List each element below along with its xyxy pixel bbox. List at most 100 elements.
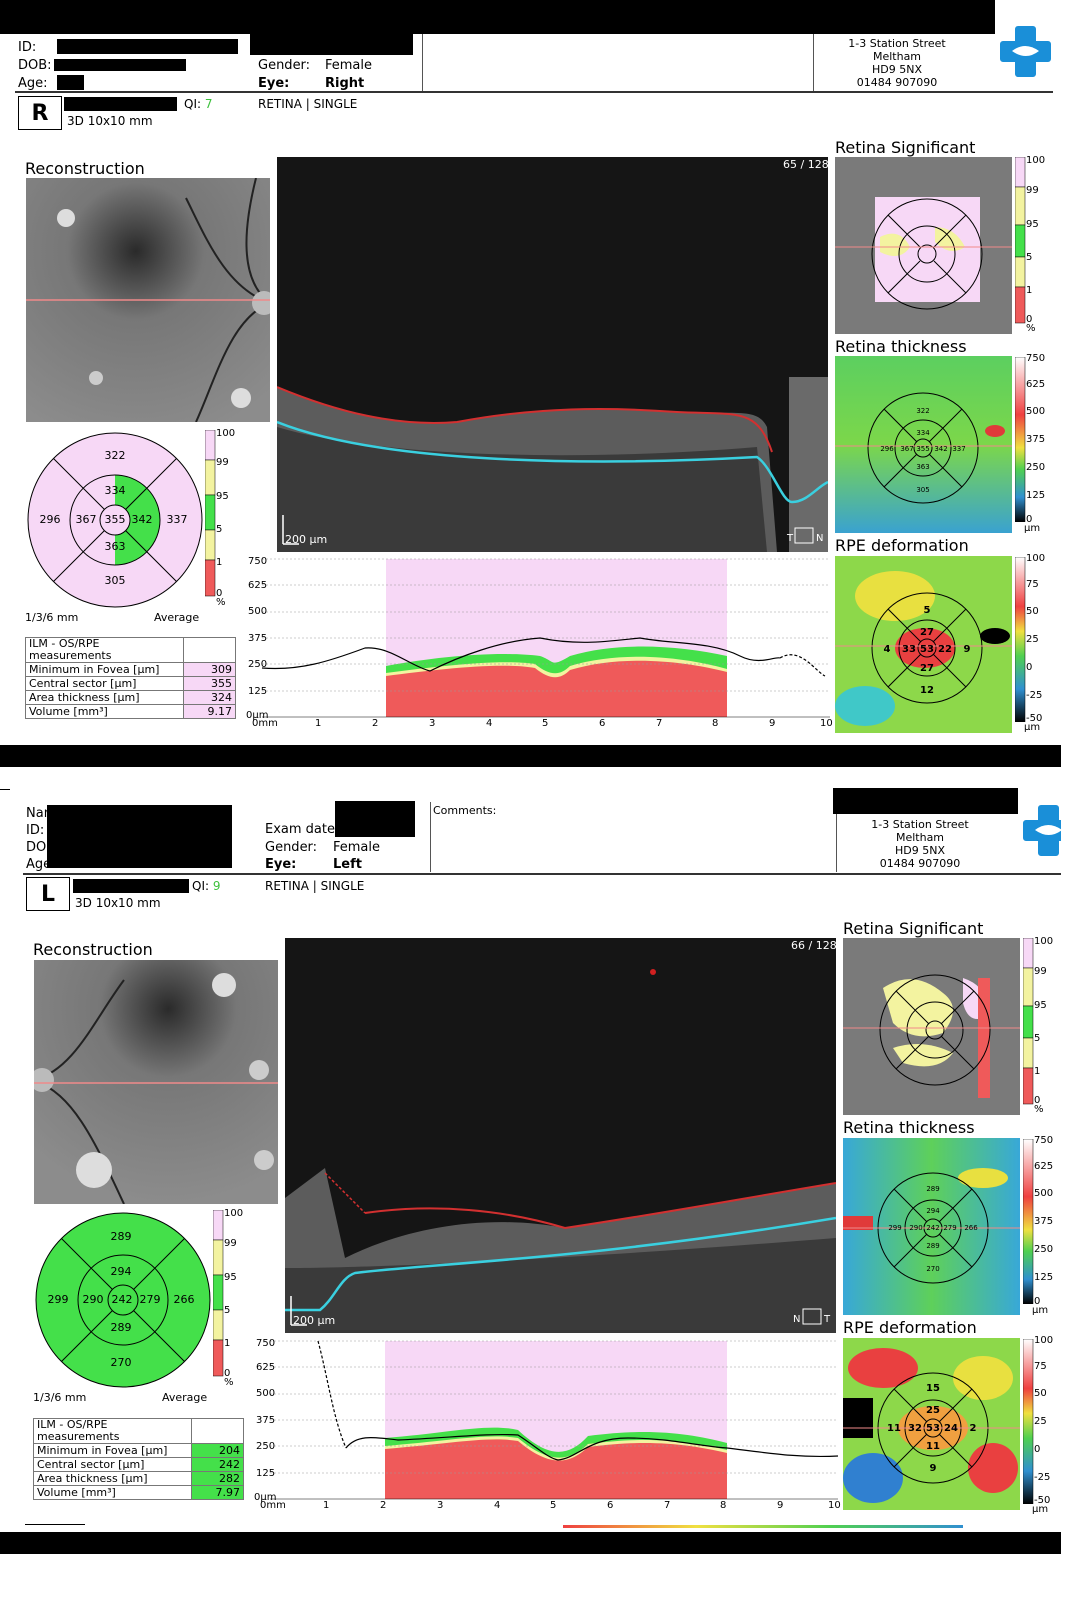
measurements-table: ILM - OS/RPE measurements Minimum in Fov… bbox=[33, 1418, 244, 1500]
scale-label: 100 bbox=[1034, 936, 1054, 947]
table-row: Volume [mm³] 9.17 bbox=[25, 704, 236, 719]
rpe-outer-top: 15 bbox=[926, 1383, 940, 1394]
exam-date-label: Exam date: bbox=[265, 822, 340, 837]
significance-scale bbox=[1023, 938, 1034, 1105]
axis-tick: 0mm bbox=[252, 718, 278, 729]
map-outer-top: 289 bbox=[926, 1185, 939, 1193]
scale-label: -25 bbox=[1034, 1472, 1051, 1483]
scale-label: 25 bbox=[1034, 1416, 1047, 1427]
sector-inner-left: 367 bbox=[76, 513, 97, 526]
axis-tick: 5 bbox=[550, 1500, 557, 1511]
significance-scale bbox=[205, 430, 216, 597]
rpe-deformation-map: 15 25 11 32 53 24 2 11 9 bbox=[843, 1338, 1020, 1510]
address-line: 1-3 Station Street bbox=[848, 37, 946, 50]
etdrs-thickness-grid: 289 299 266 270 294 290 279 289 242 bbox=[35, 1212, 211, 1388]
scale-label: 0 bbox=[1026, 514, 1033, 525]
thickness-profile-plot bbox=[261, 558, 830, 718]
scale-label: 375 bbox=[1026, 434, 1046, 445]
axis-tick: 250 bbox=[256, 1441, 276, 1452]
redacted-id bbox=[57, 39, 238, 54]
rpe-deformation-title: RPE deformation bbox=[843, 1318, 977, 1337]
scale-label: 95 bbox=[224, 1272, 237, 1283]
sector-inner-right: 342 bbox=[132, 513, 153, 526]
map-inner-bottom: 289 bbox=[926, 1242, 939, 1250]
measurement-label: Area thickness [µm] bbox=[33, 1471, 192, 1486]
rpe-scale bbox=[1023, 1339, 1034, 1504]
eye-label: Eye: bbox=[265, 857, 297, 872]
retina-thickness-title: Retina thickness bbox=[843, 1118, 975, 1137]
thickness-scale bbox=[1015, 357, 1026, 522]
sector-outer-right: 337 bbox=[167, 513, 188, 526]
eye-letter-box: R bbox=[18, 96, 62, 130]
scale-label: 0 bbox=[1026, 314, 1033, 325]
measurement-label: Volume [mm³] bbox=[33, 1485, 192, 1500]
header-divider bbox=[813, 34, 814, 92]
qi-text: QI: bbox=[184, 97, 202, 111]
map-inner-left: 367 bbox=[900, 445, 913, 453]
top-redaction-bar bbox=[0, 0, 995, 34]
id-label: ID: bbox=[18, 40, 37, 55]
scan-protocol: 3D 10x10 mm bbox=[75, 896, 161, 910]
scale-label: 99 bbox=[1026, 185, 1039, 196]
redacted-header-field bbox=[250, 30, 413, 55]
axis-tick: 5 bbox=[542, 718, 549, 729]
rpe-inner-left: 33 bbox=[902, 644, 916, 655]
map-outer-bottom: 305 bbox=[916, 486, 929, 494]
measurement-label: Central sector [µm] bbox=[25, 676, 184, 691]
scale-label: % bbox=[1026, 323, 1036, 334]
map-outer-left: 296 bbox=[880, 445, 894, 453]
measurement-value: 7.97 bbox=[191, 1485, 244, 1500]
axis-tick: 6 bbox=[599, 718, 606, 729]
table-title: ILM - OS/RPE measurements bbox=[33, 1418, 192, 1444]
axis-tick: 0mm bbox=[260, 1500, 286, 1511]
table-row: Volume [mm³] 7.97 bbox=[33, 1485, 244, 1500]
scale-label: % bbox=[216, 597, 226, 608]
scan-protocol: 3D 10x10 mm bbox=[67, 114, 153, 128]
measurement-value: 9.17 bbox=[183, 704, 236, 719]
scale-label: 625 bbox=[1034, 1161, 1054, 1172]
measurement-label: Area thickness [µm] bbox=[25, 690, 184, 705]
scale-label: 250 bbox=[1026, 462, 1046, 473]
scale-label: 0 bbox=[1034, 1444, 1041, 1455]
scale-label: 75 bbox=[1026, 579, 1039, 590]
map-outer-right: 266 bbox=[964, 1224, 978, 1232]
scale-label: -25 bbox=[1026, 690, 1043, 701]
axis-tick: 7 bbox=[656, 718, 663, 729]
axis-tick: 8 bbox=[712, 718, 719, 729]
scale-label: 625 bbox=[1026, 379, 1046, 390]
sector-center: 242 bbox=[112, 1293, 133, 1306]
map-outer-top: 322 bbox=[916, 407, 929, 415]
eye-letter-box: L bbox=[26, 877, 70, 911]
axis-tick: 10 bbox=[828, 1500, 841, 1511]
axis-tick: 10 bbox=[820, 718, 833, 729]
age-label: Age: bbox=[18, 76, 48, 91]
scale-label: 1 bbox=[1034, 1066, 1041, 1077]
axis-tick: 1 bbox=[323, 1500, 330, 1511]
table-row: ILM - OS/RPE measurements bbox=[33, 1418, 244, 1444]
axis-tick: 375 bbox=[256, 1415, 276, 1426]
sector-outer-left: 296 bbox=[40, 513, 61, 526]
footer-color-strip bbox=[563, 1525, 963, 1528]
table-row: Area thickness [µm] 324 bbox=[25, 690, 236, 705]
clinic-address: 1-3 Station Street Meltham HD9 5NX 01484… bbox=[858, 818, 982, 870]
etdrs-caption-left: 1/3/6 mm bbox=[33, 1391, 87, 1404]
rpe-outer-bottom: 9 bbox=[930, 1463, 937, 1474]
redacted-patient-block bbox=[47, 805, 232, 868]
bottom-redaction-bar bbox=[0, 1532, 1061, 1554]
scale-label: -50 bbox=[1034, 1495, 1051, 1506]
scale-label: 500 bbox=[1026, 406, 1046, 417]
header-divider bbox=[836, 802, 837, 872]
axis-tick: 625 bbox=[256, 1362, 276, 1373]
table-row: Central sector [µm] 242 bbox=[33, 1457, 244, 1472]
measurement-value: 324 bbox=[183, 690, 236, 705]
rpe-deformation-map: 5 27 4 33 53 22 9 27 12 bbox=[835, 556, 1012, 733]
gender-value: Female bbox=[325, 58, 373, 73]
fundus-reconstruction-image bbox=[34, 960, 278, 1204]
gender-value: Female bbox=[333, 840, 381, 855]
table-row: Central sector [µm] 355 bbox=[25, 676, 236, 691]
measurement-value: 282 bbox=[191, 1471, 244, 1486]
scale-label: µm bbox=[1024, 722, 1041, 733]
eye-value: Left bbox=[333, 857, 362, 872]
dob-label: DOB: bbox=[18, 58, 52, 73]
oct-bscan-image: 66 / 128 200 µm N T bbox=[285, 938, 836, 1333]
